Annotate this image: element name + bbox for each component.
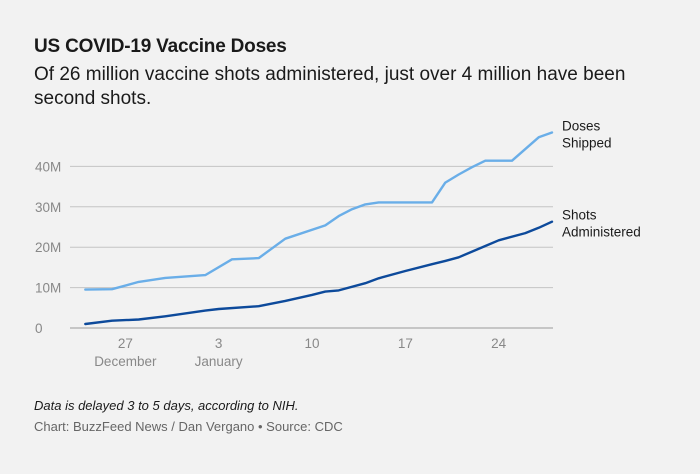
x-axis-tick-labels: 27 December 3 January 10 17 24 — [94, 336, 506, 369]
y-tick-label: 10M — [35, 281, 61, 296]
series-labels: Doses Shipped Shots Administered — [562, 118, 641, 239]
y-tick-label: 30M — [35, 200, 61, 215]
doses-shipped-line — [84, 131, 554, 291]
x-tick-label: 27 — [118, 336, 133, 351]
y-tick-label: 20M — [35, 240, 61, 255]
x-tick-month-label: January — [195, 354, 243, 369]
shots-administered-label-line: Shots — [562, 208, 597, 223]
chart-title: US COVID-19 Vaccine Doses — [34, 36, 287, 57]
chart-subtitle: Of 26 million vaccine shots administered… — [34, 64, 626, 109]
x-tick-month-label: December — [94, 354, 157, 369]
shots-administered-line — [84, 220, 554, 326]
shots-administered-label-line: Administered — [562, 225, 641, 240]
line-chart: 0 10M 20M 30M 40M 27 December 3 January 10 17 24 D… — [35, 118, 641, 369]
x-tick-label: 3 — [215, 336, 223, 351]
y-axis-tick-labels: 0 10M 20M 30M 40M — [35, 159, 61, 336]
doses-shipped-label-line: Shipped — [562, 135, 612, 150]
y-tick-label: 40M — [35, 159, 61, 174]
x-tick-label: 10 — [304, 336, 319, 351]
data-delay-note: Data is delayed 3 to 5 days, according t… — [34, 398, 299, 413]
doses-shipped-label: Doses Shipped — [562, 118, 612, 150]
x-tick-label: 24 — [491, 336, 507, 351]
doses-shipped-label-line: Doses — [562, 118, 601, 133]
shots-administered-label: Shots Administered — [562, 208, 641, 240]
series-lines — [84, 131, 554, 326]
y-tick-label: 0 — [35, 321, 43, 336]
chart-credit: Chart: BuzzFeed News / Dan Vergano • Sou… — [34, 419, 343, 434]
x-tick-label: 17 — [398, 336, 413, 351]
